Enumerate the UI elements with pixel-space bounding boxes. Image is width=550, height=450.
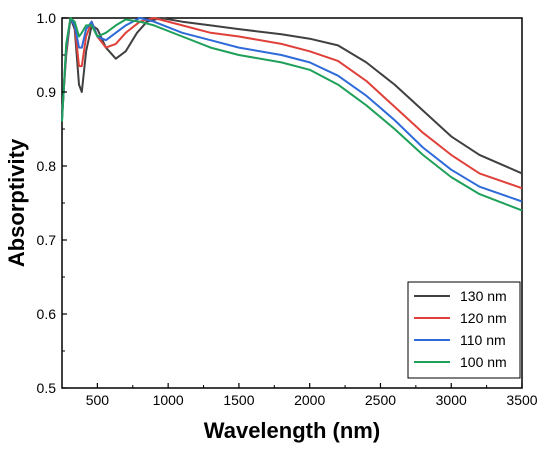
y-tick-label: 1.0 — [37, 10, 57, 26]
legend-label-0: 130 nm — [460, 288, 507, 304]
y-tick-label: 0.7 — [37, 232, 57, 248]
y-tick-label: 0.9 — [37, 84, 57, 100]
y-tick-label: 0.8 — [37, 158, 57, 174]
x-tick-label: 3000 — [436, 392, 467, 408]
series-layer — [61, 17, 523, 212]
x-tick-label: 2500 — [365, 392, 396, 408]
x-tick-label: 1500 — [223, 392, 254, 408]
x-axis-ticks: 500 1000 1500 2000 2500 3000 3500 — [61, 383, 538, 408]
series-line-3 — [61, 17, 523, 212]
y-tick-label: 0.5 — [37, 380, 57, 396]
x-axis-title: Wavelength (nm) — [204, 418, 380, 443]
y-axis-title: Absorptivity — [4, 138, 29, 267]
legend-label-1: 120 nm — [460, 310, 507, 326]
legend: 130 nm 120 nm 110 nm 100 nm — [407, 281, 521, 379]
series-line-2 — [61, 17, 523, 203]
series-line-0 — [61, 17, 523, 175]
legend-label-3: 100 nm — [460, 354, 507, 370]
plot-area: 500 1000 1500 2000 2500 3000 3500 0.5 0.6 0.7 0.8… — [37, 10, 538, 408]
y-axis-ticks: 0.5 0.6 0.7 0.8 0.9 1.0 — [37, 10, 67, 396]
x-tick-label: 3500 — [506, 392, 537, 408]
x-tick-label: 500 — [86, 392, 110, 408]
x-tick-label: 2000 — [294, 392, 325, 408]
x-tick-label: 1000 — [153, 392, 184, 408]
legend-label-2: 110 nm — [460, 332, 506, 348]
y-tick-label: 0.6 — [37, 306, 57, 322]
